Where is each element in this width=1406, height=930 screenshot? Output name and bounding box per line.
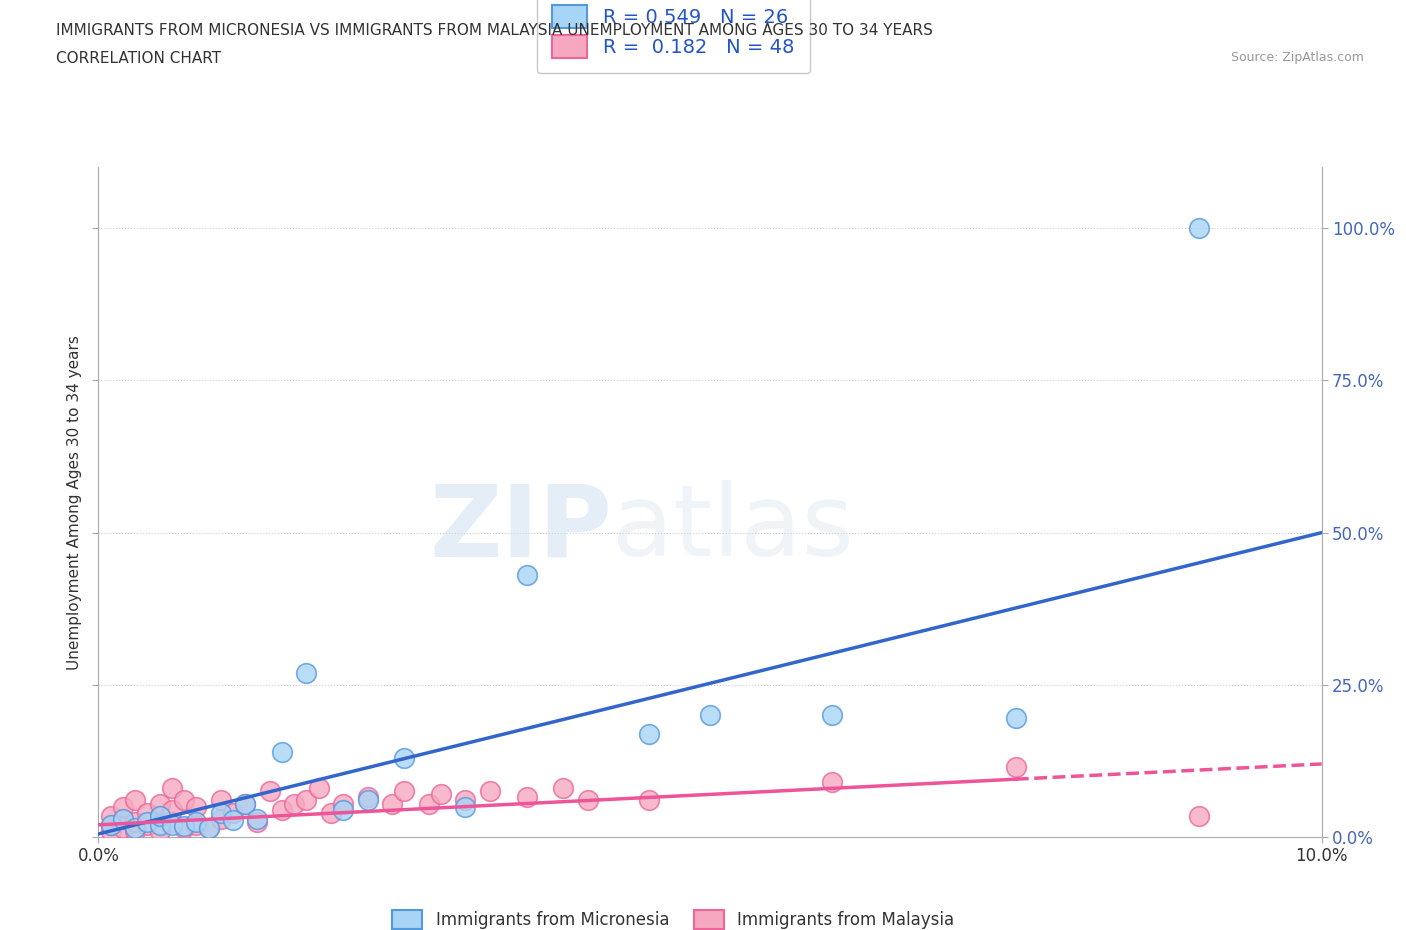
Text: CORRELATION CHART: CORRELATION CHART <box>56 51 221 66</box>
Point <box>149 823 172 838</box>
Point <box>173 818 195 833</box>
Point <box>222 813 245 828</box>
Point <box>270 803 292 817</box>
Point <box>136 815 159 830</box>
Point <box>246 811 269 826</box>
Point <box>1004 711 1026 725</box>
Point <box>1188 808 1211 823</box>
Point <box>197 820 219 835</box>
Point <box>516 568 538 583</box>
Point <box>149 808 172 823</box>
Y-axis label: Unemployment Among Ages 30 to 34 years: Unemployment Among Ages 30 to 34 years <box>66 335 82 670</box>
Point <box>283 796 305 811</box>
Point <box>124 815 146 830</box>
Point <box>392 751 416 765</box>
Point <box>319 805 342 820</box>
Text: IMMIGRANTS FROM MICRONESIA VS IMMIGRANTS FROM MALAYSIA UNEMPLOYMENT AMONG AGES 3: IMMIGRANTS FROM MICRONESIA VS IMMIGRANTS… <box>56 23 934 38</box>
Point <box>233 796 256 811</box>
Point <box>516 790 538 804</box>
Point <box>418 796 440 811</box>
Point <box>381 796 404 811</box>
Point <box>332 803 354 817</box>
Point <box>124 823 146 838</box>
Legend: Immigrants from Micronesia, Immigrants from Malaysia: Immigrants from Micronesia, Immigrants f… <box>385 903 962 930</box>
Point <box>136 817 159 832</box>
Point <box>111 811 134 826</box>
Point <box>356 790 378 804</box>
Point <box>111 799 134 814</box>
Point <box>100 808 122 823</box>
Point <box>186 817 208 832</box>
Point <box>637 726 661 741</box>
Point <box>111 820 134 835</box>
Point <box>295 665 318 680</box>
Point <box>209 811 232 826</box>
Point <box>149 817 172 832</box>
Point <box>173 793 195 808</box>
Point <box>295 793 318 808</box>
Point <box>308 781 330 796</box>
Point <box>197 820 219 835</box>
Point <box>356 793 378 808</box>
Point <box>160 781 183 796</box>
Point <box>160 815 183 830</box>
Point <box>246 815 269 830</box>
Point <box>1004 760 1026 775</box>
Point <box>553 781 575 796</box>
Point <box>454 793 477 808</box>
Point <box>821 708 844 723</box>
Point <box>392 784 416 799</box>
Point <box>124 793 146 808</box>
Text: ZIP: ZIP <box>429 481 612 578</box>
Point <box>111 811 134 826</box>
Point <box>100 817 122 832</box>
Point <box>430 787 453 802</box>
Point <box>209 793 232 808</box>
Point <box>160 803 183 817</box>
Point <box>149 796 172 811</box>
Text: Source: ZipAtlas.com: Source: ZipAtlas.com <box>1230 51 1364 64</box>
Point <box>454 799 477 814</box>
Point <box>186 815 208 830</box>
Point <box>100 823 122 838</box>
Point <box>100 817 122 832</box>
Point <box>136 805 159 820</box>
Point <box>637 793 661 808</box>
Point <box>222 805 245 820</box>
Point <box>270 744 292 759</box>
Point <box>160 817 183 832</box>
Point <box>186 799 208 814</box>
Point <box>124 820 146 835</box>
Point <box>173 820 195 835</box>
Point <box>332 796 354 811</box>
Point <box>259 784 281 799</box>
Text: atlas: atlas <box>612 481 853 578</box>
Point <box>1188 220 1211 235</box>
Point <box>149 808 172 823</box>
Point <box>233 796 256 811</box>
Point <box>209 805 232 820</box>
Point <box>576 793 599 808</box>
Point <box>478 784 501 799</box>
Point <box>821 775 844 790</box>
Point <box>699 708 721 723</box>
